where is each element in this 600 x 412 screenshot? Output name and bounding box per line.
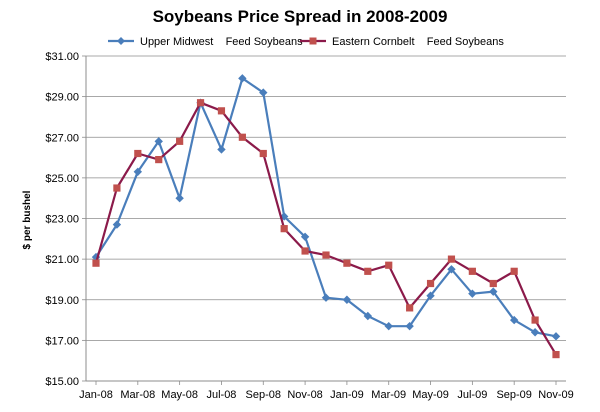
data-point-square (113, 184, 121, 192)
data-point-diamond (509, 315, 519, 325)
x-tick-label: Mar-09 (371, 389, 406, 401)
data-point-square (238, 133, 246, 141)
chart-title: Soybeans Price Spread in 2008-2009 (153, 7, 448, 26)
x-tick-label: Sep-09 (496, 389, 531, 401)
x-tick-label: Jan-09 (330, 389, 364, 401)
data-point-square (531, 316, 539, 324)
data-point-diamond (468, 289, 477, 298)
legend: Upper Midwest Feed Soybeans Eastern Cornb… (108, 36, 504, 48)
data-point-diamond (238, 74, 247, 83)
legend-label: Upper Midwest Feed Soybeans (140, 36, 303, 48)
y-tick-label: $25.00 (45, 173, 79, 185)
x-tick-label: May-09 (412, 389, 449, 401)
data-point-square (468, 267, 476, 275)
legend-marker-diamond (117, 37, 125, 45)
data-point-square (364, 267, 372, 275)
series-layer (91, 74, 561, 359)
x-tick-label: May-08 (161, 389, 198, 401)
y-axis-ticks: $15.00 $17.00 $19.00 $21.00 $23.00 $25.00 $27.… (45, 51, 86, 388)
series-line (94, 101, 557, 356)
data-point-square (134, 149, 142, 158)
data-point-diamond (300, 232, 310, 241)
series-2 (92, 99, 560, 359)
data-point-diamond (551, 332, 561, 341)
data-point-square (301, 247, 309, 255)
data-point-square (92, 259, 100, 267)
x-tick-label: Sep-08 (246, 389, 281, 401)
x-tick-label: Jul-09 (457, 389, 487, 401)
y-tick-label: $31.00 (45, 51, 79, 63)
data-point-diamond (321, 293, 331, 302)
y-tick-label: $27.00 (45, 132, 79, 144)
x-tick-label: Nov-08 (287, 389, 322, 401)
data-point-square (447, 255, 456, 263)
data-point-diamond (405, 321, 414, 331)
data-point-diamond (133, 167, 143, 176)
data-point-square (406, 304, 414, 312)
data-point-diamond (447, 265, 456, 274)
data-point-diamond (217, 145, 226, 154)
x-tick-label: Jul-08 (206, 389, 236, 401)
data-point-square (510, 267, 518, 275)
y-tick-label: $15.00 (45, 376, 79, 388)
data-point-square (280, 225, 288, 233)
data-point-square (426, 279, 435, 288)
data-point-diamond (384, 321, 393, 331)
data-point-diamond (530, 328, 540, 337)
data-point-diamond (259, 88, 268, 97)
data-point-diamond (175, 193, 184, 203)
data-point-square (322, 251, 330, 259)
data-point-square (343, 259, 351, 267)
gridlines (86, 55, 566, 382)
x-tick-label: Nov-09 (538, 389, 573, 401)
legend-marker-square (309, 37, 317, 45)
data-point-diamond (342, 295, 352, 304)
y-tick-label: $29.00 (45, 92, 79, 104)
data-point-square (196, 99, 205, 107)
x-axis-ticks: Jan-08 Mar-08 May-08 Jul-08 Sep-08 Nov-08 Jan-… (79, 381, 574, 401)
y-tick-label: $23.00 (45, 214, 79, 226)
data-point-diamond (363, 311, 373, 321)
y-tick-label: $17.00 (45, 335, 79, 347)
data-point-diamond (154, 137, 163, 146)
data-point-square (217, 107, 226, 115)
data-point-square (259, 149, 267, 158)
data-point-square (385, 261, 393, 269)
x-tick-label: Mar-08 (120, 389, 155, 401)
data-point-diamond (112, 220, 122, 229)
data-point-square (176, 137, 184, 145)
data-point-diamond (489, 287, 498, 296)
series-1 (91, 74, 561, 341)
x-tick-label: Jan-08 (79, 389, 113, 401)
y-tick-label: $19.00 (45, 295, 79, 307)
data-point-square (552, 350, 560, 359)
data-point-square (155, 155, 163, 164)
data-point-diamond (279, 212, 289, 221)
data-point-diamond (426, 291, 435, 300)
y-tick-label: $21.00 (45, 254, 79, 266)
data-point-square (489, 279, 497, 288)
y-axis-label: $ per bushel (22, 190, 33, 249)
legend-label: Eastern Cornbelt Feed Soybeans (332, 36, 504, 48)
